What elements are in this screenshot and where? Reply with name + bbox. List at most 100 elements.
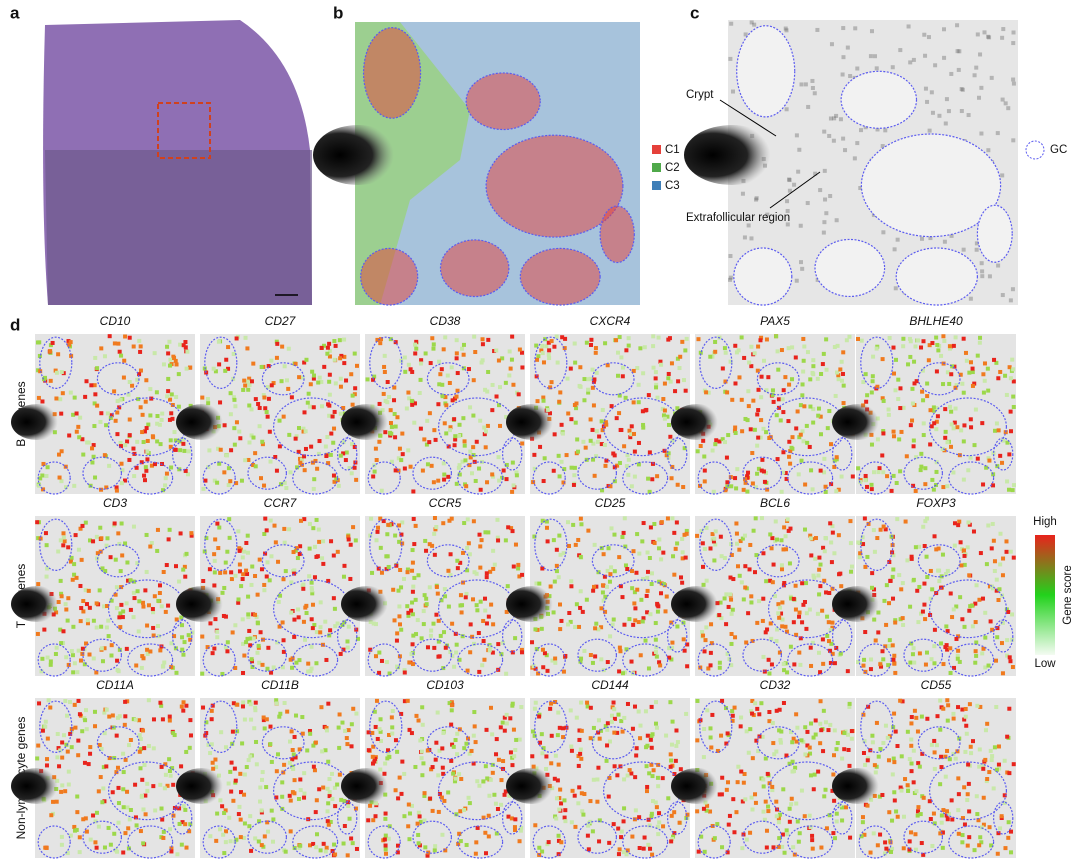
spot bbox=[833, 393, 838, 398]
spot bbox=[68, 340, 73, 345]
spot bbox=[386, 836, 391, 841]
spot bbox=[704, 808, 709, 813]
spot bbox=[139, 460, 144, 465]
spot bbox=[887, 734, 892, 739]
spot bbox=[492, 792, 497, 797]
spot bbox=[88, 751, 93, 756]
spot bbox=[648, 737, 653, 742]
spot bbox=[557, 796, 562, 801]
spot bbox=[442, 472, 447, 477]
spot bbox=[929, 742, 934, 747]
spot bbox=[600, 590, 605, 595]
spot bbox=[969, 603, 974, 608]
spot bbox=[511, 382, 516, 387]
spot bbox=[975, 353, 980, 358]
spot bbox=[125, 805, 130, 810]
gc-outline bbox=[292, 643, 339, 677]
spot bbox=[413, 342, 418, 347]
spot bbox=[117, 405, 122, 410]
spot bbox=[801, 358, 806, 363]
spot bbox=[205, 397, 210, 402]
spot bbox=[417, 390, 422, 395]
spot bbox=[130, 383, 135, 388]
texture bbox=[925, 99, 930, 104]
spot bbox=[784, 547, 789, 552]
spot bbox=[791, 620, 796, 625]
spot bbox=[725, 850, 730, 855]
spot bbox=[617, 460, 622, 465]
spot bbox=[75, 810, 80, 815]
spot bbox=[706, 666, 711, 671]
spot bbox=[593, 346, 598, 351]
spot bbox=[898, 698, 903, 703]
spot bbox=[861, 380, 866, 385]
spot bbox=[723, 488, 728, 493]
spot bbox=[185, 349, 190, 354]
spot bbox=[412, 420, 417, 425]
texture bbox=[1003, 101, 1008, 106]
spot bbox=[454, 338, 459, 343]
gc-outline bbox=[860, 518, 894, 572]
spot bbox=[478, 418, 483, 423]
spot bbox=[494, 348, 499, 353]
spot bbox=[69, 745, 74, 750]
spot bbox=[605, 584, 610, 589]
spot bbox=[292, 634, 297, 639]
spot bbox=[773, 519, 778, 524]
spot bbox=[631, 622, 636, 627]
spot bbox=[303, 605, 308, 610]
spot bbox=[649, 811, 654, 816]
spot bbox=[36, 536, 41, 541]
spot bbox=[878, 527, 883, 532]
spot bbox=[253, 708, 258, 713]
spot bbox=[452, 443, 457, 448]
texture bbox=[834, 218, 839, 223]
spot bbox=[763, 630, 768, 635]
spot bbox=[563, 819, 568, 824]
gene-map bbox=[506, 516, 690, 677]
spot bbox=[249, 659, 254, 664]
spot bbox=[287, 527, 292, 532]
spot bbox=[670, 645, 675, 650]
spot bbox=[345, 639, 350, 644]
spot bbox=[268, 724, 273, 729]
spot bbox=[830, 586, 835, 591]
spot bbox=[649, 762, 654, 767]
spot bbox=[492, 349, 497, 354]
gc-outline bbox=[814, 238, 886, 298]
spot bbox=[888, 840, 893, 845]
spot bbox=[428, 633, 433, 638]
spot bbox=[325, 786, 330, 791]
spot bbox=[458, 593, 463, 598]
spot bbox=[68, 559, 73, 564]
spot bbox=[510, 763, 515, 768]
spot bbox=[987, 770, 992, 775]
spot bbox=[591, 725, 596, 730]
spot bbox=[651, 365, 656, 370]
spot bbox=[811, 573, 816, 578]
spot bbox=[460, 346, 465, 351]
spot bbox=[216, 446, 221, 451]
spot bbox=[271, 665, 276, 670]
gc-outline bbox=[39, 518, 73, 572]
spot bbox=[411, 633, 416, 638]
spot bbox=[317, 439, 322, 444]
spot bbox=[645, 569, 650, 574]
texture bbox=[986, 34, 991, 39]
spot bbox=[379, 488, 384, 493]
spot bbox=[531, 764, 536, 769]
spot bbox=[733, 476, 738, 481]
spot bbox=[45, 757, 50, 762]
gc-outline bbox=[426, 362, 470, 396]
spot bbox=[560, 431, 565, 436]
spot bbox=[645, 588, 650, 593]
spot bbox=[485, 423, 490, 428]
spot bbox=[517, 347, 522, 352]
spot bbox=[911, 438, 916, 443]
spot bbox=[336, 483, 341, 488]
spot bbox=[638, 736, 643, 741]
spot bbox=[291, 752, 296, 757]
spot bbox=[931, 811, 936, 816]
spot bbox=[995, 635, 1000, 640]
texture bbox=[923, 53, 928, 58]
